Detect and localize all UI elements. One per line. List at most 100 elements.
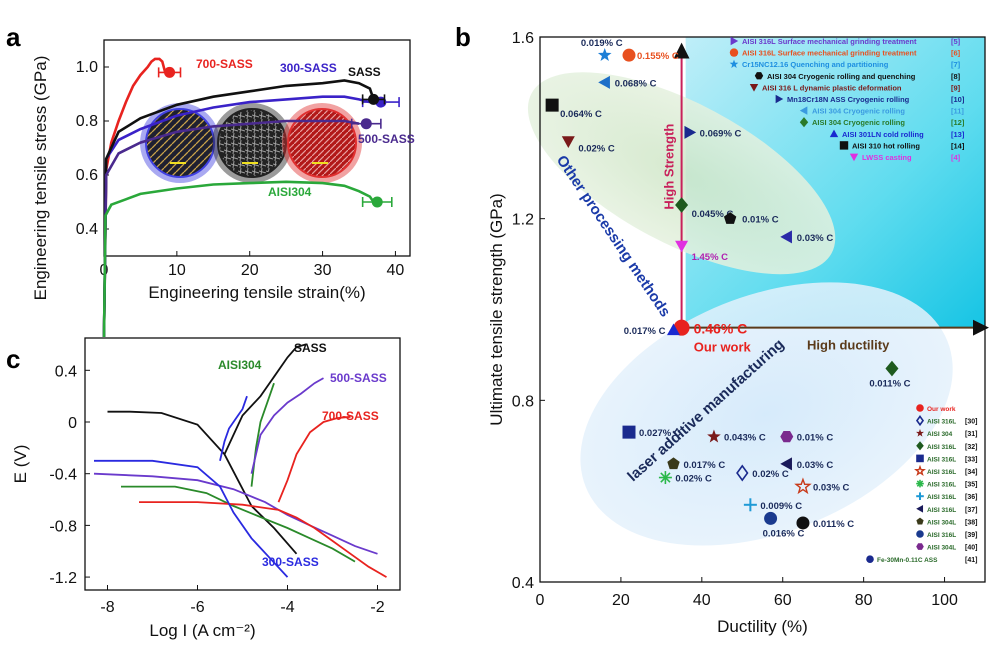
data-point xyxy=(780,457,792,471)
data-label: 0.155% C xyxy=(637,51,679,62)
y-tick-label-c: -0.4 xyxy=(49,467,77,484)
plot-frame-c xyxy=(84,337,401,591)
legend-ref: [39] xyxy=(965,532,977,539)
fracture-point xyxy=(368,93,380,105)
data-point xyxy=(764,511,778,525)
y-tick-label-b: 0.8 xyxy=(512,393,534,410)
legend-marker xyxy=(799,106,808,115)
legend-ref: [4] xyxy=(951,153,961,162)
legend-text: AISI 316L xyxy=(927,507,956,514)
cathodic-curve-700-SASS xyxy=(139,501,387,578)
cathodic-curve-500-SASS xyxy=(93,472,378,555)
x-tick-label-a: 40 xyxy=(387,262,405,279)
anodic-curve-500-SASS xyxy=(250,377,324,474)
y-axis-label-a: Engineering tensile stress (GPa) xyxy=(31,56,50,301)
legend-text: AISI 304 Cryogenic rolling xyxy=(812,118,905,127)
legend-ref: [34] xyxy=(965,469,977,476)
y-axis-label-c: E (V) xyxy=(11,445,30,484)
legend-ref: [7] xyxy=(951,60,961,69)
data-label: 1.45% C xyxy=(692,252,729,263)
data-label: 0.043% C xyxy=(724,433,766,444)
series-label-c: 300-SASS xyxy=(262,555,319,569)
x-axis-label-a: Engineering tensile strain(%) xyxy=(148,283,365,302)
legend-marker xyxy=(916,492,924,500)
plot-frame-b xyxy=(539,36,986,583)
legend-marker xyxy=(839,141,849,150)
legend-ref: [6] xyxy=(951,49,961,58)
data-point xyxy=(561,136,575,148)
legend-marker xyxy=(754,72,764,80)
asterisk-stroke xyxy=(660,472,671,483)
data-point xyxy=(707,429,721,443)
data-point xyxy=(598,75,610,89)
legend-ref: [10] xyxy=(951,95,965,104)
data-point xyxy=(780,431,794,443)
data-label: 0.011% C xyxy=(813,519,854,530)
x-tick-label-b: 100 xyxy=(931,592,958,609)
legend-ref: [14] xyxy=(951,141,965,150)
legend-ref: [38] xyxy=(965,519,977,526)
legend-ref: [9] xyxy=(951,83,961,92)
legend-ref: [30] xyxy=(965,419,977,426)
series-label-c: SASS xyxy=(294,341,327,355)
series-label-c: 500-SASS xyxy=(330,371,387,385)
fracture-point xyxy=(360,118,372,130)
x-tick-label-a: 30 xyxy=(314,262,332,279)
legend-text: Our work xyxy=(927,406,956,413)
x-tick-label-c: -6 xyxy=(190,599,204,616)
legend-marker xyxy=(916,505,924,513)
data-label: 0.019% C xyxy=(581,38,623,49)
data-label: 0.069% C xyxy=(700,128,742,139)
data-label: 0.02% C xyxy=(752,469,789,480)
series-line-SASS xyxy=(102,79,375,338)
series-line-700-SASS xyxy=(102,57,167,338)
legend-marker xyxy=(749,84,759,92)
cathodic-curve-300-SASS xyxy=(94,459,289,578)
legend-marker xyxy=(914,464,926,477)
y-tick-label-a: 0.6 xyxy=(76,167,98,184)
legend-marker xyxy=(829,129,839,138)
x-axis-label-c: Log I (A cm⁻²) xyxy=(149,621,255,640)
legend-text: AISI 316L xyxy=(927,419,956,426)
x-tick-label-b: 40 xyxy=(693,592,711,609)
data-label: 0.009% C xyxy=(760,501,802,512)
legend-marker xyxy=(916,429,924,437)
series-line-500-SASS xyxy=(102,119,360,338)
x-tick-label-a: 10 xyxy=(168,262,186,279)
data-label: 0.017% C xyxy=(684,460,726,471)
legend-text: AISI 316L xyxy=(927,532,956,539)
legend-text: AISI 304L xyxy=(927,519,956,526)
data-point xyxy=(658,471,672,485)
data-label: 0.02% C xyxy=(675,474,712,485)
data-point xyxy=(885,360,899,377)
legend-ref: [32] xyxy=(965,444,977,451)
micrograph-inset xyxy=(217,108,287,178)
legend-ref: [5] xyxy=(951,37,961,46)
legend-marker xyxy=(916,530,924,538)
legend-text: AISI 316L xyxy=(927,444,956,451)
y-tick-label-a: 0.8 xyxy=(76,113,98,130)
legend-text: AISI 316L xyxy=(927,482,956,489)
legend-text: Fe-30Mn-0.11C ASS xyxy=(877,557,938,564)
data-point xyxy=(667,323,680,336)
data-point xyxy=(622,425,636,439)
x-tick-label-b: 60 xyxy=(774,592,792,609)
region-label-high-strength: High Strength xyxy=(662,124,677,210)
fracture-point xyxy=(164,66,176,78)
legend-text: AISI 304 Cryogenic rolling xyxy=(812,107,905,116)
x-tick-label-b: 0 xyxy=(536,592,545,609)
data-point xyxy=(743,498,757,512)
y-tick-label-c: 0 xyxy=(68,415,77,432)
series-label-a: 500-SASS xyxy=(358,132,415,146)
series-label-a: AISI304 xyxy=(268,185,312,199)
region-label-high-ductility: High ductility xyxy=(807,338,890,353)
series-line-AISI304 xyxy=(102,180,375,338)
series-label-a: 300-SASS xyxy=(280,61,337,75)
series-label-a: SASS xyxy=(348,65,381,79)
data-point xyxy=(736,464,749,482)
legend-marker xyxy=(916,404,924,412)
x-tick-label-b: 20 xyxy=(612,592,630,609)
x-axis-label-b: Ductility (%) xyxy=(717,617,808,636)
panel-letter-a: a xyxy=(6,22,21,52)
